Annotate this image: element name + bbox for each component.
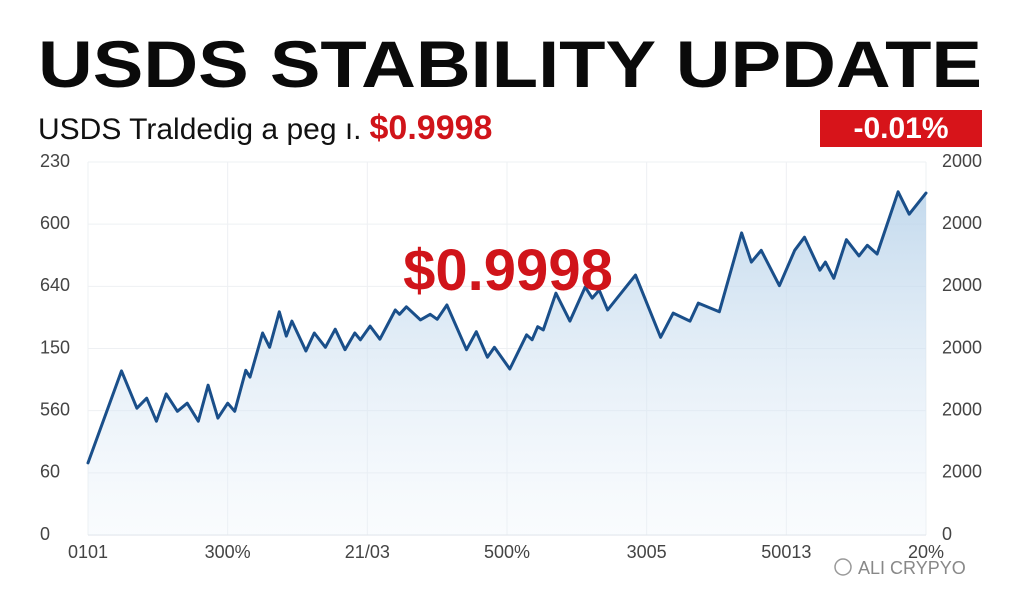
y-tick-label: 60: [40, 462, 60, 482]
plot-area: 0 60 560 150 640 600 230 0 2000 2000 2000 2000 2000 2…: [40, 151, 982, 562]
y-tick-label: 640: [40, 275, 70, 295]
line: [86, 190, 928, 465]
watermark: ALI CRYPYO: [858, 558, 966, 578]
x-tick-label: 500%: [484, 542, 530, 562]
y2-tick-label: 0: [942, 524, 952, 544]
subtitle: USDS Traldedig a peg ı. $0.9998: [38, 109, 492, 147]
y2-tick-label: 2000: [942, 462, 982, 482]
x-tick-label: 300%: [205, 542, 251, 562]
subtitle-value: $0.9998: [370, 109, 493, 147]
x-tick-label: 20%: [908, 542, 944, 562]
annotation: $0.9998: [403, 238, 613, 303]
chart-title: USDS STABILITY UPDATE: [38, 27, 982, 101]
y-tick-label: 230: [40, 151, 70, 171]
badge: -0.01%: [853, 112, 948, 145]
subtitle-text: USDS Traldedig a peg ı.: [38, 113, 362, 146]
y-tick-label: 150: [40, 337, 70, 357]
x-tick-label: 0101: [68, 542, 108, 562]
badge-background: [820, 110, 982, 147]
area: [88, 191, 926, 536]
y-tick-label: 560: [40, 399, 70, 419]
y2-tick-label: 2000: [942, 275, 982, 295]
y2-tick-label: 2000: [942, 213, 982, 233]
x-tick-label: 50013: [761, 542, 811, 562]
x-tick-label: 3005: [627, 542, 667, 562]
y-tick-label: 600: [40, 213, 70, 233]
y2-tick-label: 2000: [942, 399, 982, 419]
x-tick-label: 21/03: [345, 542, 390, 562]
y2-tick-label: 2000: [942, 337, 982, 357]
y2-tick-label: 2000: [942, 151, 982, 171]
y-tick-label: 0: [40, 524, 50, 544]
watermark-icon: [834, 558, 852, 576]
